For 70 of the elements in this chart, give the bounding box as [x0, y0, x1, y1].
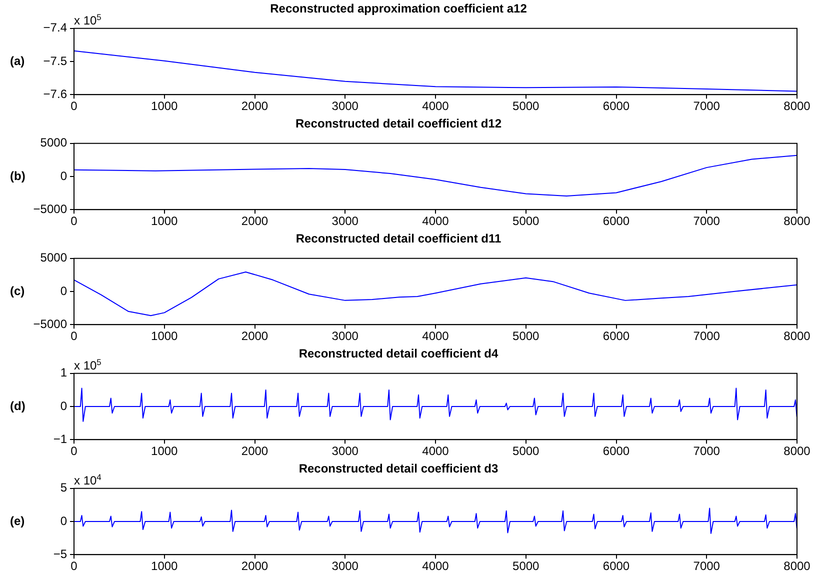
x-tick-label: 7000 — [693, 329, 720, 344]
y-tick-label: 0 — [60, 398, 68, 413]
x-tick-label: 4000 — [422, 559, 450, 574]
x-tick-label: 6000 — [602, 559, 630, 574]
x-tick-label: 6000 — [602, 214, 630, 228]
x-tick-label: 1000 — [151, 444, 178, 458]
chart-title: Reconstructed detail coefficient d3 — [298, 462, 499, 476]
x-tick-label: 1000 — [151, 99, 178, 114]
x-tick-label: 5000 — [512, 214, 540, 228]
x-tick-label: 8000 — [784, 444, 811, 458]
x-tick-label: 6000 — [602, 99, 630, 114]
x-tick-label: 5000 — [512, 99, 540, 114]
y-tick-label: −5000 — [33, 316, 68, 331]
x-tick-label: 1000 — [151, 559, 178, 574]
x-tick-label: 2000 — [241, 99, 268, 114]
chart-title: Reconstructed detail coefficient d4 — [298, 346, 499, 361]
x-tick-label: 0 — [70, 444, 78, 458]
x-tick-label: 3000 — [332, 559, 359, 574]
y-tick-label: −5000 — [33, 202, 68, 216]
x-tick-label: 1000 — [151, 214, 178, 228]
x-tick-label: 7000 — [693, 214, 720, 228]
x-tick-label: 8000 — [784, 329, 811, 344]
x-tick-label: 0 — [70, 329, 78, 344]
x-tick-label: 2000 — [241, 559, 268, 574]
chart-title: Reconstructed approximation coefficient a12 — [270, 2, 528, 16]
y-tick-label: 0 — [60, 168, 68, 183]
x-tick-label: 3000 — [332, 444, 359, 458]
y-tick-label: −5 — [53, 546, 68, 561]
x-tick-label: 3000 — [332, 329, 359, 344]
y-tick-label: 0 — [60, 514, 68, 528]
y-tick-label: −7.6 — [43, 86, 68, 101]
x-tick-label: 2000 — [241, 329, 268, 344]
y-tick-label: 5 — [60, 480, 68, 495]
x-tick-label: 3000 — [332, 214, 359, 228]
y-axis-title: (e) — [10, 514, 25, 528]
x-tick-label: 2000 — [241, 214, 268, 228]
y-tick-label: 5000 — [40, 250, 68, 265]
y-axis-title: (b) — [10, 168, 26, 183]
x-tick-label: 8000 — [784, 559, 811, 574]
x-tick-label: 4000 — [422, 329, 450, 344]
x-tick-label: 4000 — [422, 99, 450, 114]
chart-title: Reconstructed detail coefficient d12 — [295, 116, 502, 131]
x-tick-label: 6000 — [602, 329, 630, 344]
x-tick-label: 0 — [70, 559, 78, 574]
x-tick-label: 7000 — [693, 559, 720, 574]
y-tick-label: 0 — [60, 284, 68, 298]
x-tick-label: 5000 — [512, 329, 540, 344]
x-tick-label: 5000 — [512, 444, 540, 458]
x-tick-label: 3000 — [332, 99, 359, 114]
y-tick-label: 5000 — [40, 136, 68, 150]
x-tick-label: 7000 — [693, 99, 720, 114]
x-tick-label: 1000 — [151, 329, 178, 344]
y-tick-label: −7.4 — [43, 20, 68, 35]
x-tick-label: 4000 — [422, 444, 450, 458]
y-tick-label: −7.5 — [43, 54, 68, 68]
y-tick-label: −1 — [53, 432, 68, 446]
x-tick-label: 8000 — [784, 99, 811, 114]
y-axis-title: (a) — [10, 54, 25, 68]
y-tick-label: 1 — [60, 366, 68, 380]
x-tick-label: 5000 — [512, 559, 540, 574]
chart-title: Reconstructed detail coefficient d11 — [296, 232, 502, 246]
x-tick-label: 2000 — [241, 444, 268, 458]
x-tick-label: 7000 — [693, 444, 720, 458]
x-tick-label: 0 — [70, 99, 78, 114]
x-tick-label: 8000 — [784, 214, 811, 228]
x-tick-label: 4000 — [422, 214, 450, 228]
x-tick-label: 6000 — [602, 444, 630, 458]
y-axis-title: (c) — [10, 284, 25, 298]
y-axis-title: (d) — [10, 398, 26, 413]
x-tick-label: 0 — [70, 214, 78, 228]
